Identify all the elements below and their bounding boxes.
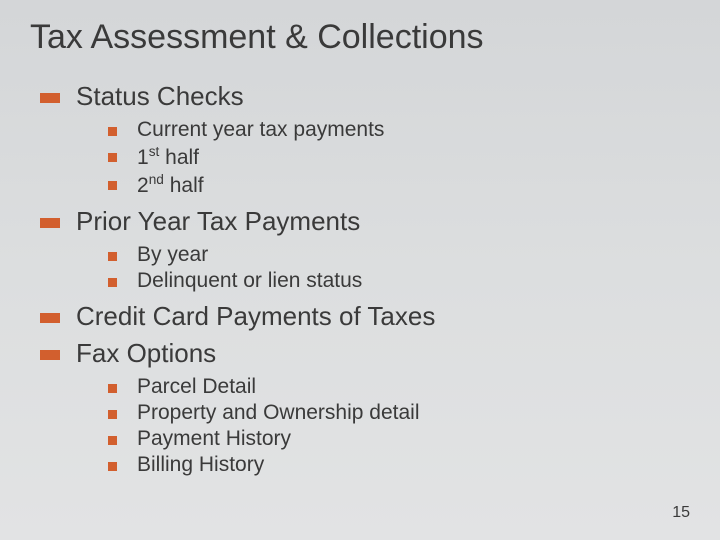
sub-bullet-item: Parcel Detail (108, 375, 690, 399)
sub-bullet-label: Parcel Detail (137, 375, 256, 399)
square-bullet-icon (108, 127, 117, 136)
square-bullet-icon (108, 181, 117, 190)
sub-bullet-item: Delinquent or lien status (108, 269, 690, 293)
bullet-item: Credit Card Payments of Taxes (40, 301, 690, 332)
sub-bullet-item: Payment History (108, 427, 690, 451)
sub-bullet-label: 2nd half (137, 172, 204, 198)
sub-bullet-item: 1st half (108, 144, 690, 170)
bullet-label: Credit Card Payments of Taxes (76, 301, 435, 332)
sub-bullet-label: By year (137, 243, 208, 267)
square-bullet-icon (108, 384, 117, 393)
bullet-label: Prior Year Tax Payments (76, 206, 360, 237)
slide-title: Tax Assessment & Collections (30, 18, 690, 57)
bullet-label: Status Checks (76, 81, 244, 112)
sub-list: By year Delinquent or lien status (40, 243, 690, 293)
square-bullet-icon (108, 462, 117, 471)
page-number: 15 (672, 504, 690, 522)
sub-bullet-item: Billing History (108, 453, 690, 477)
square-bullet-icon (108, 252, 117, 261)
sub-bullet-label: Current year tax payments (137, 118, 384, 142)
slide-content: Status Checks Current year tax payments … (30, 81, 690, 477)
bullet-label: Fax Options (76, 338, 216, 369)
square-bullet-icon (108, 153, 117, 162)
rectangle-bullet-icon (40, 218, 60, 228)
rectangle-bullet-icon (40, 313, 60, 323)
sub-bullet-item: 2nd half (108, 172, 690, 198)
rectangle-bullet-icon (40, 350, 60, 360)
bullet-item: Fax Options (40, 338, 690, 369)
sub-bullet-label: 1st half (137, 144, 199, 170)
rectangle-bullet-icon (40, 93, 60, 103)
square-bullet-icon (108, 436, 117, 445)
sub-bullet-label: Property and Ownership detail (137, 401, 420, 425)
sub-bullet-item: Current year tax payments (108, 118, 690, 142)
sub-bullet-label: Delinquent or lien status (137, 269, 362, 293)
sub-bullet-item: Property and Ownership detail (108, 401, 690, 425)
sub-list: Parcel Detail Property and Ownership det… (40, 375, 690, 477)
slide-container: Tax Assessment & Collections Status Chec… (0, 0, 720, 540)
square-bullet-icon (108, 410, 117, 419)
sub-bullet-label: Payment History (137, 427, 291, 451)
sub-bullet-label: Billing History (137, 453, 264, 477)
bullet-item: Status Checks (40, 81, 690, 112)
square-bullet-icon (108, 278, 117, 287)
sub-bullet-item: By year (108, 243, 690, 267)
bullet-item: Prior Year Tax Payments (40, 206, 690, 237)
sub-list: Current year tax payments 1st half 2nd h… (40, 118, 690, 198)
